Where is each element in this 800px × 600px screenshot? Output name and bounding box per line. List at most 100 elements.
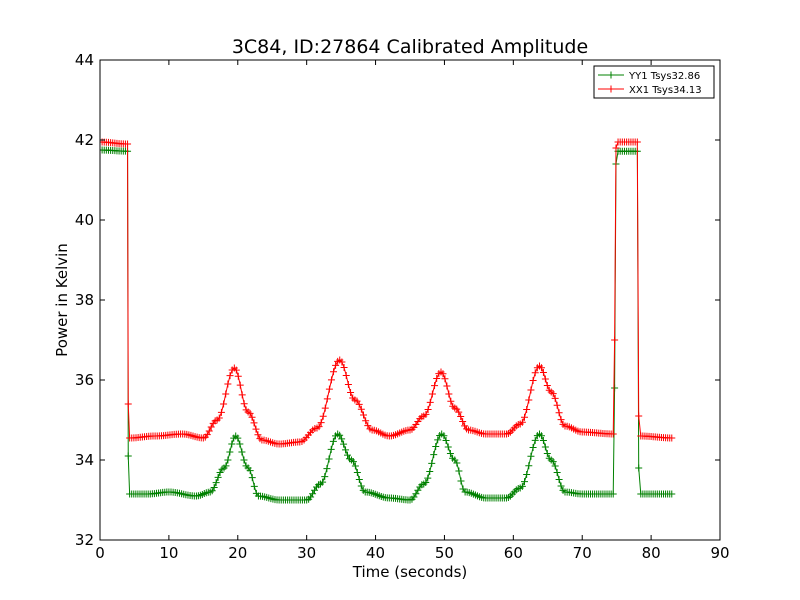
data-point-marker bbox=[215, 414, 223, 422]
data-point-marker bbox=[340, 364, 348, 372]
data-point-marker bbox=[353, 468, 361, 476]
data-point-marker bbox=[442, 437, 450, 444]
data-point-marker bbox=[248, 474, 256, 482]
data-point-marker bbox=[238, 448, 246, 456]
data-point-marker bbox=[611, 384, 619, 392]
y-tick-label: 38 bbox=[75, 291, 94, 309]
data-point-marker bbox=[523, 406, 531, 413]
data-point-marker bbox=[317, 419, 325, 427]
data-point-marker bbox=[531, 369, 539, 377]
data-point-marker bbox=[124, 452, 132, 460]
x-tick-label: 40 bbox=[366, 544, 385, 562]
data-point-marker bbox=[555, 476, 563, 484]
data-point-marker bbox=[344, 451, 352, 459]
data-point-marker bbox=[453, 459, 461, 467]
data-point-marker bbox=[355, 400, 363, 408]
data-point-marker bbox=[529, 377, 537, 384]
y-tick-label: 42 bbox=[75, 131, 94, 149]
data-point-marker bbox=[440, 432, 448, 440]
data-point-marker bbox=[240, 400, 248, 408]
data-point-marker bbox=[238, 391, 246, 399]
data-point-marker bbox=[541, 375, 549, 383]
data-point-marker bbox=[210, 483, 218, 491]
data-point-marker bbox=[521, 413, 529, 421]
x-tick-label: 80 bbox=[642, 544, 661, 562]
data-point-marker bbox=[553, 468, 561, 476]
legend-box bbox=[593, 65, 715, 99]
data-point-marker bbox=[325, 385, 333, 393]
data-point-marker bbox=[309, 490, 317, 498]
data-point-marker bbox=[455, 408, 463, 416]
data-point-marker bbox=[612, 144, 620, 152]
data-point-marker bbox=[444, 443, 452, 451]
data-point-marker bbox=[357, 482, 365, 490]
data-point-marker bbox=[330, 368, 338, 376]
data-point-marker bbox=[246, 467, 254, 475]
data-point-marker bbox=[527, 386, 535, 394]
data-point-marker bbox=[254, 431, 262, 439]
data-point-marker bbox=[226, 448, 234, 456]
data-point-marker bbox=[207, 423, 215, 431]
data-point-marker bbox=[222, 390, 230, 398]
data-point-marker bbox=[234, 372, 242, 380]
data-point-marker bbox=[439, 370, 447, 378]
series-1 bbox=[100, 146, 676, 504]
data-point-marker bbox=[434, 436, 442, 444]
legend-marker-sample bbox=[607, 71, 615, 79]
data-point-marker bbox=[349, 458, 357, 466]
series-2 bbox=[100, 138, 676, 448]
data-point-marker bbox=[555, 409, 563, 417]
x-tick-label: 0 bbox=[95, 544, 105, 562]
data-point-marker bbox=[217, 408, 225, 416]
data-point-marker bbox=[355, 476, 363, 484]
data-point-marker bbox=[224, 456, 232, 464]
data-point-marker bbox=[551, 394, 559, 402]
x-tick-label: 30 bbox=[297, 544, 316, 562]
data-point-marker bbox=[338, 358, 346, 366]
data-point-marker bbox=[541, 443, 549, 451]
data-point-marker bbox=[523, 471, 531, 478]
data-point-marker bbox=[543, 450, 551, 457]
data-point-marker bbox=[446, 450, 454, 457]
data-point-marker bbox=[214, 473, 222, 481]
x-tick-label: 60 bbox=[504, 544, 523, 562]
data-point-marker bbox=[351, 462, 359, 470]
data-point-marker bbox=[521, 478, 529, 486]
y-tick-label: 44 bbox=[75, 51, 94, 69]
data-point-marker bbox=[228, 440, 236, 448]
data-point-marker bbox=[445, 390, 453, 398]
data-point-marker bbox=[325, 455, 333, 463]
data-point-marker bbox=[426, 398, 434, 406]
data-point-marker bbox=[224, 380, 232, 388]
data-point-marker bbox=[525, 462, 533, 470]
data-point-marker bbox=[431, 382, 439, 390]
data-point-marker bbox=[222, 462, 230, 470]
data-point-marker bbox=[246, 409, 254, 417]
data-point-marker bbox=[447, 397, 455, 405]
data-point-marker bbox=[327, 445, 335, 453]
data-point-marker bbox=[250, 419, 258, 427]
data-point-marker bbox=[428, 390, 436, 398]
series-layer bbox=[100, 138, 676, 504]
x-tick-label: 20 bbox=[228, 544, 247, 562]
y-tick-label: 36 bbox=[75, 371, 94, 389]
legend-label: YY1 Tsys32.86 bbox=[628, 71, 700, 82]
data-point-marker bbox=[428, 459, 436, 467]
data-point-marker bbox=[360, 411, 367, 419]
data-point-marker bbox=[426, 468, 434, 475]
y-tick-label: 34 bbox=[75, 451, 94, 469]
data-point-marker bbox=[635, 412, 643, 420]
data-point-marker bbox=[124, 140, 132, 148]
chart-title: 3C84, ID:27864 Calibrated Amplitude bbox=[232, 36, 588, 58]
data-point-marker bbox=[422, 478, 430, 486]
data-point-marker bbox=[321, 404, 329, 412]
data-point-marker bbox=[203, 431, 211, 439]
data-point-marker bbox=[635, 464, 643, 472]
data-point-marker bbox=[433, 374, 441, 382]
y-tick-label: 32 bbox=[75, 531, 94, 549]
data-point-marker bbox=[459, 417, 467, 425]
y-axis-label: Power in Kelvin bbox=[53, 243, 71, 357]
data-point-marker bbox=[557, 482, 565, 490]
x-tick-label: 10 bbox=[159, 544, 178, 562]
data-point-marker bbox=[329, 437, 337, 445]
